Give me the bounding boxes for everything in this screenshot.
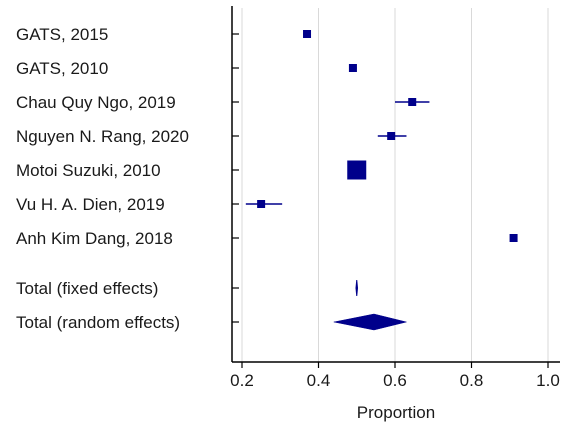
x-tick-label: 0.8 (460, 371, 484, 390)
row-labels: GATS, 2015 GATS, 2010 Chau Quy Ngo, 2019 Ng… (16, 25, 189, 332)
x-tick-label: 0.4 (307, 371, 331, 390)
study-label: Vu H. A. Dien, 2019 (16, 195, 165, 214)
study-estimate-marker (348, 64, 357, 72)
chart-marks (245, 30, 518, 331)
study-estimate-marker (347, 160, 367, 180)
axes: 0.2 0.4 0.6 0.8 1.0 (230, 6, 560, 390)
study-estimate-marker (387, 132, 396, 140)
pooled-label: Total (fixed effects) (16, 279, 158, 298)
study-estimate-marker (303, 30, 312, 38)
x-tick-label: 0.6 (383, 371, 407, 390)
study-label: GATS, 2010 (16, 59, 108, 78)
grid-lines (241, 8, 549, 362)
study-estimate-marker (509, 234, 518, 242)
pooled-diamond (333, 313, 407, 331)
study-label: Nguyen N. Rang, 2020 (16, 127, 189, 146)
x-tick-label: 0.2 (230, 371, 254, 390)
pooled-diamond (355, 279, 359, 297)
study-estimate-marker (257, 200, 266, 208)
study-label: Anh Kim Dang, 2018 (16, 229, 173, 248)
x-axis-title: Proportion (357, 403, 435, 422)
study-label: Motoi Suzuki, 2010 (16, 161, 161, 180)
x-tick-label: 1.0 (536, 371, 560, 390)
study-label: Chau Quy Ngo, 2019 (16, 93, 176, 112)
study-label: GATS, 2015 (16, 25, 108, 44)
study-estimate-marker (408, 98, 417, 106)
pooled-label: Total (random effects) (16, 313, 180, 332)
